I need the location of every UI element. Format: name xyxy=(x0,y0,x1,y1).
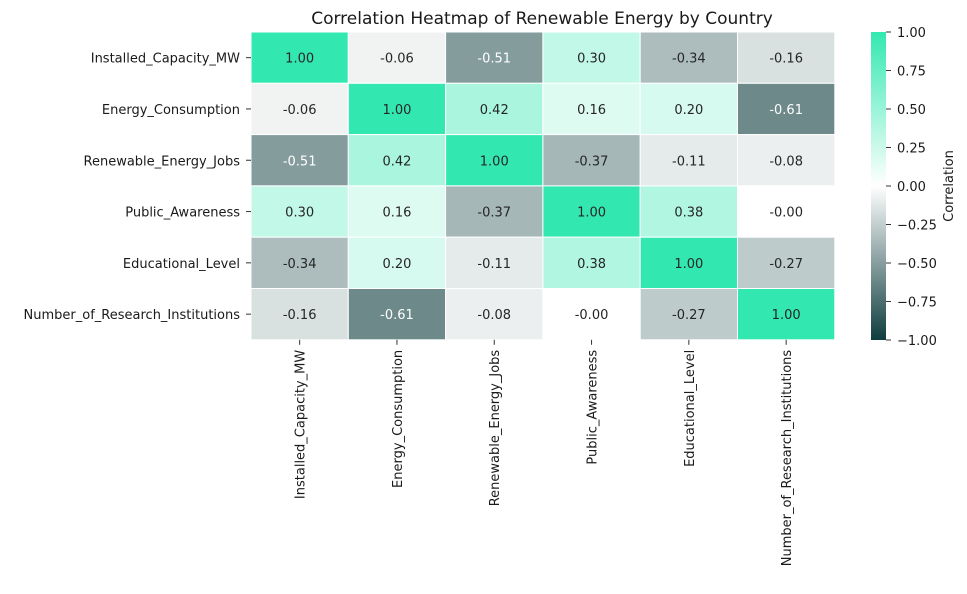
cell-value-label: 0.42 xyxy=(480,103,509,118)
heatmap-cell-1-3 xyxy=(542,82,641,136)
heatmap-cell-3-5 xyxy=(737,185,836,238)
colorbar-tick-label: −0.50 xyxy=(897,257,937,272)
heatmap-cell-2-3 xyxy=(542,134,641,187)
heatmap-cell-1-1 xyxy=(347,82,447,136)
x-axis-tick-labels: Installed_Capacity_MW Energy_Consumption R… xyxy=(294,339,795,567)
colorbar-tick-label: 1.00 xyxy=(897,26,926,41)
heatmap-cell-1-5 xyxy=(737,82,836,136)
heatmap-cell-4-4 xyxy=(639,236,739,289)
heatmap-cell-3-0 xyxy=(250,185,349,238)
cell-value-label: -0.08 xyxy=(477,308,511,323)
cell-value-label: 0.30 xyxy=(285,206,314,221)
cell-value-label: 0.42 xyxy=(382,154,411,169)
heatmap-cell-0-1 xyxy=(347,31,447,84)
chart-title: Correlation Heatmap of Renewable Energy … xyxy=(311,9,773,29)
heatmap-cell-4-0 xyxy=(250,236,349,289)
colorbar-tick-label: 0.25 xyxy=(897,142,926,157)
cell-value-label: 0.30 xyxy=(577,52,606,67)
cell-value-label: -0.34 xyxy=(283,257,317,272)
y-tick-label: Energy_Consumption xyxy=(102,103,240,118)
heatmap-cell-4-2 xyxy=(445,236,544,289)
x-tick-label: Number_of_Research_Institutions xyxy=(780,350,795,567)
y-tick-label: Educational_Level xyxy=(123,257,240,272)
heatmap-cell-2-5 xyxy=(737,134,836,187)
heatmap-cell-2-4 xyxy=(639,134,739,187)
cell-value-label: 1.00 xyxy=(480,154,509,169)
cell-value-label: 0.20 xyxy=(674,103,703,118)
heatmap-cell-labels: 1.00 -0.06 -0.51 0.30 -0.34 -0.16 -0.06 1.00 0.4… xyxy=(283,52,803,323)
colorbar: 1.00 0.75 0.50 0.25 0.00 −0.25 −0.50 −0.75 −1.00… xyxy=(871,26,957,349)
heatmap-cell-5-0 xyxy=(250,288,349,341)
y-tick-label: Number_of_Research_Institutions xyxy=(24,308,241,323)
cell-value-label: 0.38 xyxy=(577,257,606,272)
colorbar-tick-label: 0.75 xyxy=(897,65,926,80)
cell-value-label: 0.16 xyxy=(382,206,411,221)
colorbar-tick-label: 0.00 xyxy=(897,180,926,195)
cell-value-label: -0.08 xyxy=(769,154,803,169)
cell-value-label: 0.16 xyxy=(577,103,606,118)
heatmap-cell-0-0 xyxy=(250,31,349,84)
y-axis-tick-labels: Installed_Capacity_MW Energy_Consumption R… xyxy=(24,52,251,323)
colorbar-tick-label: −0.25 xyxy=(897,219,937,234)
cell-value-label: -0.16 xyxy=(283,308,317,323)
cell-value-label: 1.00 xyxy=(382,103,411,118)
y-tick-label: Installed_Capacity_MW xyxy=(91,52,240,67)
x-tick-label: Educational_Level xyxy=(683,350,698,467)
cell-value-label: -0.51 xyxy=(283,154,317,169)
cell-value-label: 1.00 xyxy=(772,308,801,323)
y-tick-label: Renewable_Energy_Jobs xyxy=(84,154,241,169)
cell-value-label: -0.11 xyxy=(672,154,706,169)
colorbar-label: Correlation xyxy=(942,150,957,222)
heatmap-cell-3-2 xyxy=(445,185,544,238)
colorbar-gradient xyxy=(871,32,886,340)
heatmap-cell-3-4 xyxy=(639,185,739,238)
heatmap-cell-0-2 xyxy=(445,31,544,84)
cell-value-label: 0.20 xyxy=(382,257,411,272)
heatmap-cell-3-1 xyxy=(347,185,447,238)
cell-value-label: -0.06 xyxy=(380,52,414,67)
cell-value-label: -0.34 xyxy=(672,52,706,67)
cell-value-label: -0.06 xyxy=(283,103,317,118)
x-tick-label: Renewable_Energy_Jobs xyxy=(488,350,503,507)
cell-value-label: -0.37 xyxy=(477,206,511,221)
heatmap-cell-3-3 xyxy=(542,185,641,238)
heatmap-cell-4-3 xyxy=(542,236,641,289)
cell-value-label: -0.27 xyxy=(672,308,706,323)
heatmap-cell-4-5 xyxy=(737,236,836,289)
cell-value-label: -0.00 xyxy=(769,206,803,221)
cell-value-label: -0.37 xyxy=(575,154,609,169)
cell-value-label: -0.61 xyxy=(380,308,414,323)
cell-value-label: 1.00 xyxy=(285,52,314,67)
cell-value-label: -0.61 xyxy=(769,103,803,118)
cell-value-label: -0.11 xyxy=(477,257,511,272)
cell-value-label: -0.51 xyxy=(477,52,511,67)
colorbar-tick-label: 0.50 xyxy=(897,103,926,118)
cell-value-label: 1.00 xyxy=(577,206,606,221)
cell-value-label: -0.00 xyxy=(575,308,609,323)
heatmap-cell-5-5 xyxy=(737,288,836,341)
x-tick-label: Public_Awareness xyxy=(586,350,601,465)
y-tick-label: Public_Awareness xyxy=(125,206,240,221)
x-tick-label: Energy_Consumption xyxy=(391,350,406,488)
heatmap-cell-0-3 xyxy=(542,31,641,84)
heatmap-cell-2-1 xyxy=(347,134,447,187)
colorbar-tick-label: −0.75 xyxy=(897,296,937,311)
cell-value-label: 0.38 xyxy=(674,206,703,221)
cell-value-label: -0.16 xyxy=(769,52,803,67)
heatmap-cells xyxy=(250,31,836,341)
heatmap-cell-0-5 xyxy=(737,31,836,84)
x-tick-label: Installed_Capacity_MW xyxy=(294,350,309,499)
cell-value-label: 1.00 xyxy=(674,257,703,272)
cell-value-label: -0.27 xyxy=(769,257,803,272)
colorbar-tick-label: −1.00 xyxy=(897,334,937,349)
